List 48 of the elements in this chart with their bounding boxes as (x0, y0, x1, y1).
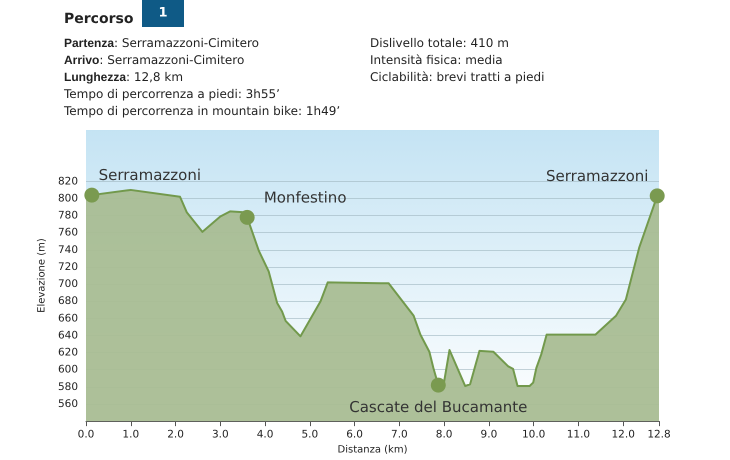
text: Tempo di percorrenza in mountain bike: 1h49’ (63, 104, 340, 118)
annotation: Serramazzoni (98, 166, 202, 184)
x-tick-label: 3.0 (212, 428, 229, 441)
y-axis-title: Elevazione (m) (36, 238, 48, 313)
x-tick-label: 11.0 (566, 428, 590, 441)
text: Arrivo: Serramazzoni-Cimitero (64, 53, 244, 67)
x-tick-label: 1.0 (122, 428, 140, 441)
x-tick-label: 10.0 (522, 428, 546, 441)
y-tick-label: 740 (58, 244, 78, 256)
point (430, 378, 446, 393)
x-tick-label: 5.0 (301, 428, 318, 441)
x-tick-label: 12.8 (647, 428, 671, 441)
y-tick-label: 620 (58, 346, 78, 359)
text: Ciclabilità: brevi tratti a piedi (370, 70, 544, 84)
y-tick-label: 660 (58, 312, 78, 324)
x-tick-label: 2.0 (167, 428, 184, 441)
y-tick-label: 800 (58, 192, 78, 204)
y-tick-label: 560 (58, 398, 78, 410)
y-tick-label: 700 (58, 278, 78, 290)
x-tick-label: 6.0 (346, 428, 363, 441)
point (84, 188, 100, 203)
annotation: Cascate del Bucamante (349, 398, 528, 416)
point (650, 188, 665, 204)
x-axis-title: Distanza (km) (338, 444, 408, 456)
x-tick-label: 7.0 (391, 428, 408, 441)
x-tick-label: 0.0 (78, 428, 94, 441)
text: Dislivello totale: 410 m (370, 36, 509, 50)
point (240, 210, 255, 225)
x-tick-label: 9.0 (480, 428, 498, 441)
annotation: Monfestino (264, 188, 346, 206)
y-tick-label: 580 (58, 380, 78, 393)
text: Tempo di percorrenza a piedi: 3h55’ (63, 87, 280, 101)
text: Intensità fisica: media (370, 53, 503, 67)
text: Partenza: Serramazzoni-Cimitero (64, 36, 259, 50)
x-tick-label: 12.0 (611, 428, 635, 441)
y-tick-label: 680 (58, 295, 78, 308)
x-tick-label: 8.0 (436, 428, 452, 441)
x-tick-label: 4.0 (256, 428, 274, 441)
text: 1 (158, 6, 168, 20)
chart-title: Percorso (64, 11, 134, 27)
y-tick-label: 760 (58, 226, 78, 239)
y-tick-label: 780 (58, 210, 78, 222)
text: Lunghezza: 12,8 km (64, 70, 184, 84)
annotation: Serramazzoni (546, 166, 648, 185)
y-tick-label: 720 (58, 260, 78, 273)
y-tick-label: 600 (58, 364, 78, 376)
y-tick-label: 820 (58, 175, 78, 188)
y-tick-label: 640 (58, 329, 78, 342)
